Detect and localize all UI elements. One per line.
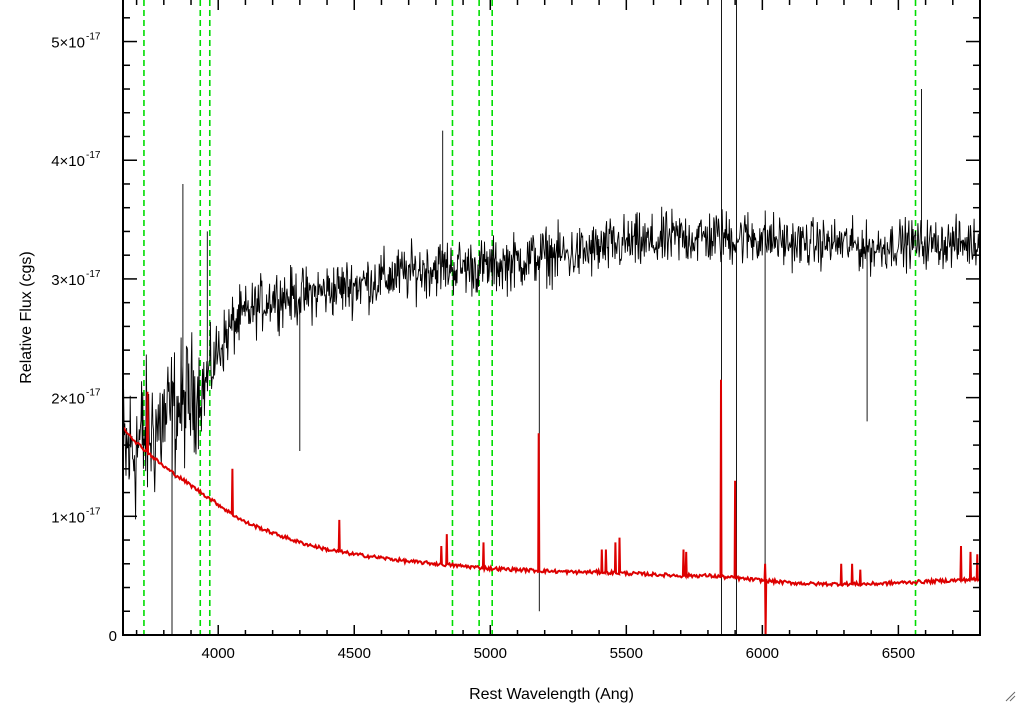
x-tick-label: 5500 [610,645,643,662]
series-layer [123,0,980,635]
y-tick-exponent: -17 [86,150,101,161]
x-axis-label: Rest Wavelength (Ang) [469,686,634,703]
y-tick-exponent: -17 [86,269,101,280]
y-tick-label: 2×10 [51,391,85,408]
y-tick-label: 1×10 [51,509,85,526]
y-axis: 01×10 -172×10 -173×10 -174×10 -175×10 -17 [51,17,980,645]
y-tick-label: 5×10 [51,35,85,52]
reference-lines [143,0,917,635]
x-tick-label: 4000 [202,645,235,662]
x-axis: 4000 4500 5000 5500 6000 6500 [135,0,981,662]
y-tick-label: 0 [109,628,117,645]
x-tick-label: 4500 [338,645,371,662]
y-tick-exponent: -17 [86,32,101,43]
y-axis-label: Relative Flux (cgs) [18,251,35,383]
spectrum-series [123,0,980,635]
y-tick-label: 3×10 [51,272,85,289]
y-tick-label: 4×10 [51,153,85,170]
y-tick-exponent: -17 [86,388,101,399]
x-tick-label: 5000 [474,645,507,662]
resize-grip-icon[interactable] [1004,690,1016,702]
model-series [123,379,980,635]
y-tick-exponent: -17 [86,506,101,517]
plot-frame [122,0,981,636]
x-tick-label: 6500 [882,645,915,662]
x-tick-label: 6000 [746,645,779,662]
